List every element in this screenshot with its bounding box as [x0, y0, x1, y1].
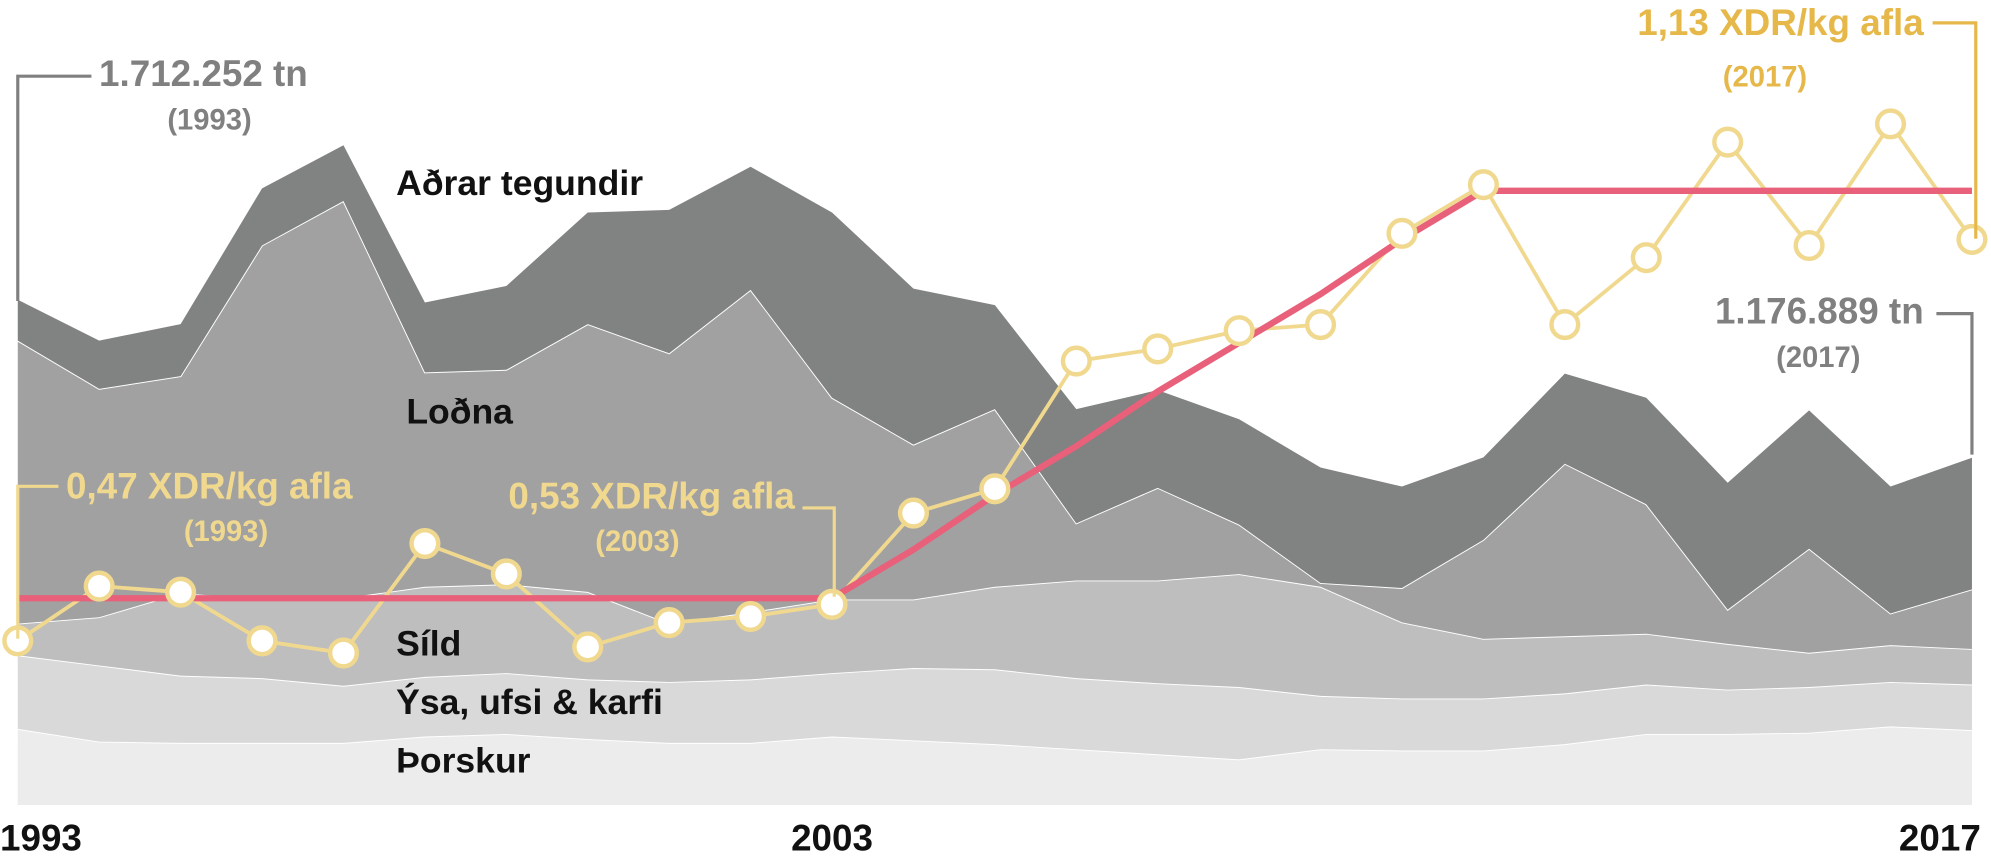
marker — [490, 558, 522, 590]
labels: Þorskur Ýsa, ufsi & karfi Síld Loðna Aðr… — [396, 163, 663, 781]
marker — [897, 497, 929, 529]
connector — [16, 74, 92, 301]
marker — [409, 527, 441, 560]
series-label: Síld — [396, 624, 461, 664]
marker — [1874, 108, 1907, 140]
marker — [1793, 229, 1825, 262]
marker — [1630, 242, 1662, 274]
marker — [816, 588, 848, 620]
marker — [327, 637, 360, 669]
annotation: 0,53 XDR/kg afla — [508, 476, 795, 517]
annotation-sub: (1993) — [167, 105, 251, 137]
lines — [2, 108, 1988, 669]
annotation-sub: (2017) — [1776, 342, 1860, 374]
x-tick-label: 1993 — [0, 817, 82, 858]
series-label: Ýsa, ufsi & karfi — [396, 682, 663, 722]
connector — [802, 506, 836, 597]
area — [17, 655, 1972, 760]
annotation-sub: (2017) — [1723, 61, 1807, 93]
connector — [1932, 21, 1978, 239]
marker — [246, 625, 278, 657]
marker — [1549, 309, 1581, 341]
marker — [735, 600, 767, 633]
marker — [979, 473, 1011, 505]
areas — [17, 145, 1973, 806]
area-edge — [17, 654, 1972, 700]
series-label: Aðrar tegundir — [396, 163, 643, 203]
annotation: 1,13 XDR/kg afla — [1637, 2, 1924, 43]
x-axis: 1993 2003 2017 — [0, 817, 1981, 858]
area — [17, 574, 1972, 699]
area — [17, 145, 1972, 614]
marker — [572, 631, 604, 663]
annotation: 1.176.889 tn — [1715, 290, 1924, 331]
annotations: 1.712.252 tn (1993) 1.176.889 tn (2017) … — [16, 2, 1978, 639]
annotation: 1.712.252 tn — [99, 53, 308, 94]
connector — [16, 484, 59, 639]
connector — [1936, 312, 1974, 455]
marker — [1956, 223, 1988, 255]
marker — [83, 570, 115, 602]
marker — [1060, 345, 1092, 377]
marker — [1223, 315, 1255, 347]
area — [17, 201, 1972, 653]
marker — [653, 607, 685, 639]
x-tick-label: 2017 — [1899, 817, 1981, 858]
series-label: Þorskur — [396, 741, 531, 781]
marker — [1305, 309, 1337, 341]
annotation-sub: (1993) — [184, 516, 268, 548]
marker — [1142, 333, 1174, 365]
marker — [1467, 169, 1499, 201]
annotation: 0,47 XDR/kg afla — [66, 466, 353, 507]
marker — [165, 576, 197, 608]
marker — [1386, 217, 1418, 249]
annotation-sub: (2003) — [595, 526, 679, 558]
area — [17, 726, 1972, 806]
series-label: Loðna — [406, 391, 513, 431]
x-tick-label: 2003 — [791, 817, 873, 858]
marker — [1712, 126, 1744, 158]
